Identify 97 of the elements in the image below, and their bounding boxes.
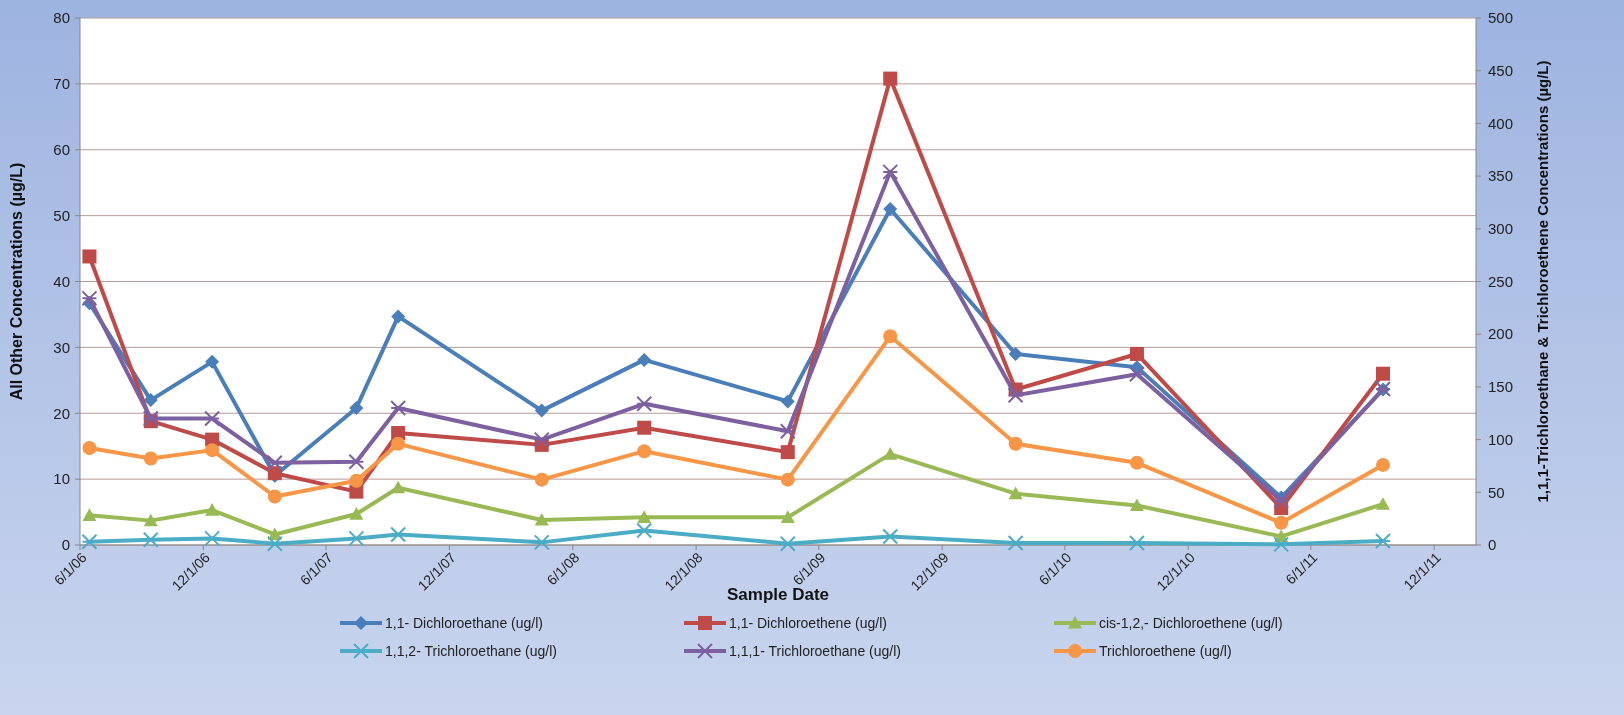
point [534,472,549,487]
point [82,508,97,521]
point [637,510,652,523]
point [637,352,652,367]
point [266,454,283,471]
point [882,163,899,180]
point [637,444,652,459]
point [390,399,407,416]
point [1129,346,1144,361]
point [205,503,220,516]
point [81,533,98,550]
y-tick-label: 30 [53,338,70,356]
point [266,535,283,552]
point [349,507,364,520]
point [779,535,796,552]
point [1008,436,1023,451]
point [1128,366,1145,383]
point [204,530,221,547]
y2-tick-label: 250 [1488,272,1514,290]
x-axis-title: Sample Date [726,585,830,604]
y-tick-label: 20 [53,404,70,422]
point [1374,533,1391,550]
point [883,329,898,344]
point [1007,535,1024,552]
y2-tick-label: 300 [1488,220,1514,238]
point [1274,515,1289,530]
y2-tick-label: 500 [1488,9,1514,27]
y2-tick-label: 0 [1488,536,1497,554]
y-tick-label: 40 [53,272,70,290]
point [143,513,158,527]
point [391,480,406,494]
point [82,249,97,264]
point [780,445,795,460]
y-tick-label: 10 [53,470,70,488]
point [82,441,97,456]
point [1273,536,1290,553]
legend-label: 1,1,1- Trichloroethane (ug/l) [729,642,901,659]
point [780,510,795,523]
point [1375,497,1390,510]
point [348,530,365,547]
point [534,403,549,418]
y2-tick-label: 200 [1488,325,1514,343]
point [205,354,220,369]
point [534,512,549,526]
point [1375,457,1390,472]
point [390,526,407,543]
y2-tick-label: 450 [1488,61,1514,79]
y-tick-label: 70 [53,75,70,93]
point [1007,387,1024,404]
point [205,443,220,458]
point [780,472,795,487]
point [636,395,653,412]
point [349,473,364,488]
point [780,394,795,409]
y-tick-label: 80 [53,9,70,27]
point [267,489,282,504]
y2-tick-label: 400 [1488,114,1514,132]
y2-tick-label: 100 [1488,430,1514,448]
point [348,453,365,470]
point [349,484,364,499]
point [779,423,796,440]
y2-tick-label: 350 [1488,167,1514,185]
point [1129,498,1144,512]
point [883,71,898,86]
legend-label: Trichloroethene (ug/l) [1099,642,1232,659]
point [81,290,98,307]
point [882,528,899,545]
point [143,393,158,408]
point [391,436,406,451]
point [533,431,550,448]
legend-label: 1,1,2- Trichloroethane (ug/l) [385,642,557,659]
point [1375,366,1390,381]
legend-label: 1,1- Dichloroethane (ug/l) [385,614,543,631]
point [142,531,159,548]
y-tick-label: 0 [61,536,70,554]
legend-label: 1,1- Dichloroethene (ug/l) [729,614,887,631]
legend-label: cis-1,2,- Dichloroethene (ug/l) [1099,614,1283,631]
y2-tick-label: 50 [1488,483,1505,501]
point [391,309,406,324]
point [142,410,159,427]
y-tick-label: 50 [53,206,70,224]
point [636,522,653,539]
point [533,534,550,551]
point [204,410,221,427]
point [883,202,898,217]
point [637,420,652,435]
point [1008,486,1023,500]
y2-axis-title: 1,1,1-Trichloroethane & Trichloroethene Concentrations (µg/L) [1534,60,1551,503]
point [143,451,158,466]
y-tick-label: 60 [53,141,70,158]
y-axis-title: All Other Concentrations (µg/L) [8,162,25,401]
point [1008,346,1023,361]
y2-tick-label: 150 [1488,378,1514,396]
point [883,447,898,460]
point [1128,535,1145,552]
point [349,400,364,415]
point [1129,455,1144,470]
